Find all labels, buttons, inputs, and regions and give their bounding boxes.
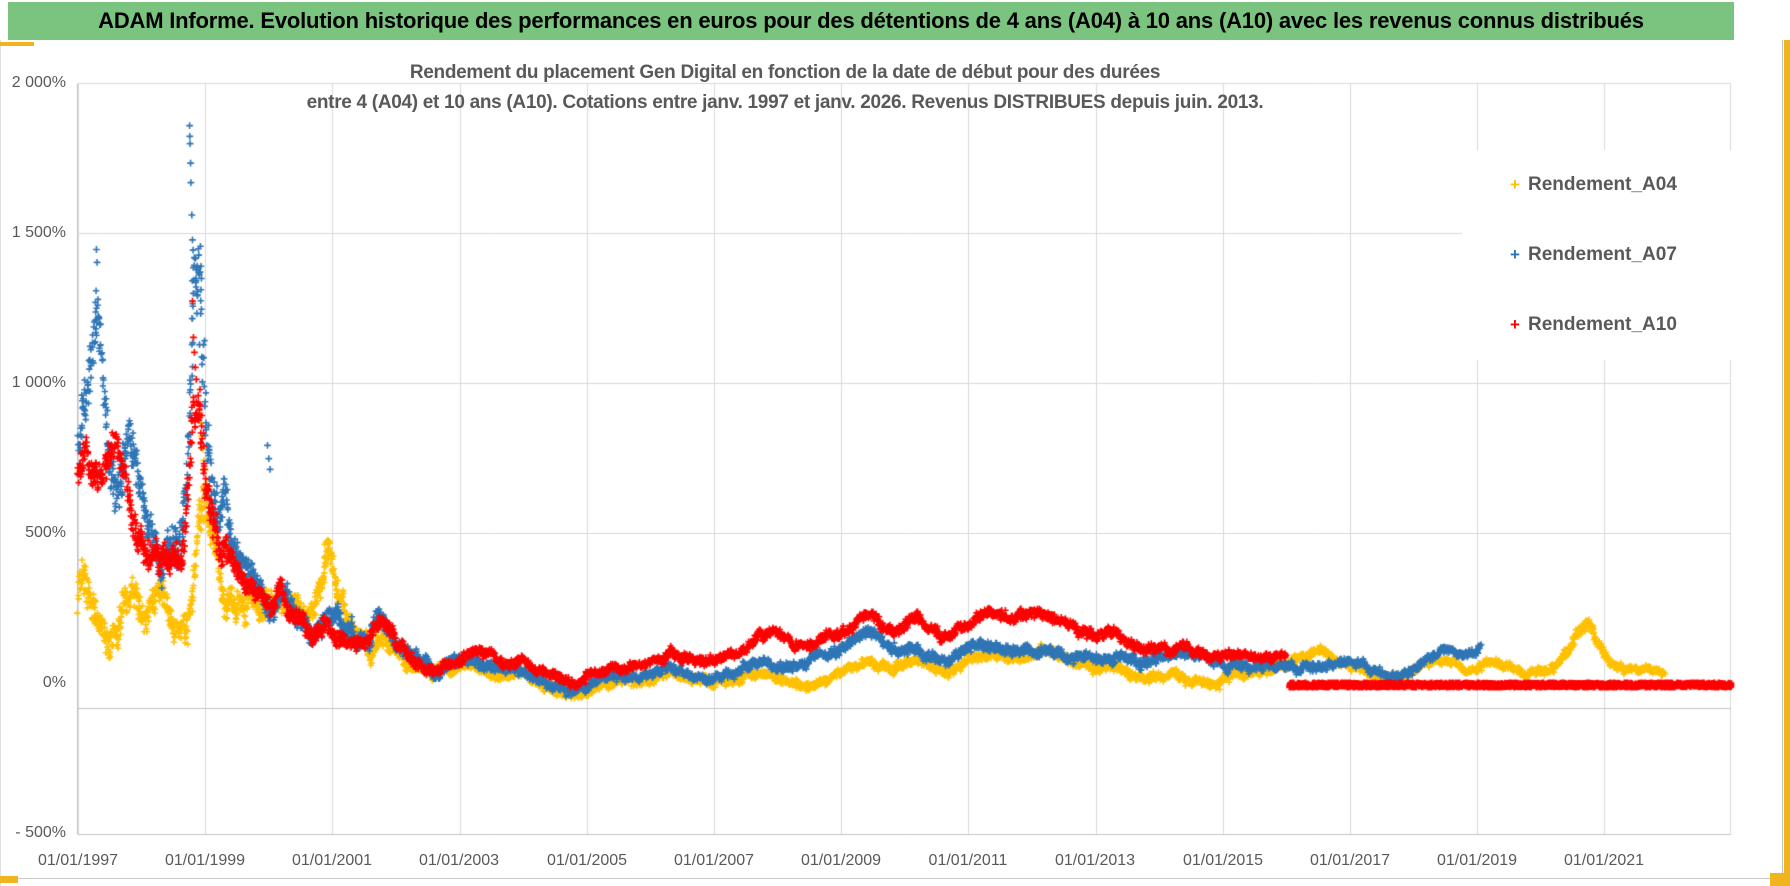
x-axis-tick-label: 01/01/2019: [1436, 852, 1518, 869]
y-axis-tick-label: 2 000%: [11, 74, 66, 91]
legend-item-rendement-a07[interactable]: + Rendement_A07: [1462, 220, 1740, 290]
legend-label: Rendement_A07: [1528, 244, 1677, 265]
x-axis-tick-label: 01/01/2017: [1309, 852, 1391, 869]
y-axis-tick-label: 1 000%: [11, 374, 66, 391]
yellow-border-right[interactable]: [1784, 40, 1790, 886]
x-axis-tick-label: 01/01/2015: [1182, 852, 1264, 869]
x-axis-tick-label: 01/01/2009: [800, 852, 882, 869]
x-axis-tick-label: 01/01/2001: [291, 852, 373, 869]
plus-marker-icon: +: [1510, 245, 1520, 264]
page-right-separator: [1782, 40, 1783, 879]
yellow-corner-left: [0, 876, 18, 883]
y-axis-tick-label: - 500%: [15, 824, 66, 841]
y-axis-tick-label: 500%: [25, 524, 66, 541]
x-axis-tick-label: 01/01/1999: [164, 852, 246, 869]
x-axis-tick-label: 01/01/2005: [546, 852, 628, 869]
legend-item-rendement-a04[interactable]: + Rendement_A04: [1462, 150, 1740, 220]
chart-title-line2: entre 4 (A04) et 10 ans (A10). Cotations…: [306, 92, 1264, 113]
x-axis-tick-label: 01/01/1997: [37, 852, 119, 869]
chart-legend: + Rendement_A04 + Rendement_A07 + Rendem…: [1462, 150, 1740, 360]
yellow-corner-right[interactable]: [1770, 873, 1790, 886]
x-axis-tick-label: 01/01/2021: [1563, 852, 1645, 869]
page-bottom-separator: [0, 878, 1790, 879]
y-axis-tick-label: 1 500%: [11, 224, 66, 241]
x-axis-tick-label: 01/01/2007: [673, 852, 755, 869]
x-axis-tick-label: 01/01/2013: [1054, 852, 1136, 869]
chart-title: Rendement du placement Gen Digital en fo…: [80, 58, 1490, 118]
x-axis-tick-label: 01/01/2003: [418, 852, 500, 869]
plus-marker-icon: +: [1510, 175, 1520, 194]
yellow-tab-top-left: [0, 42, 34, 46]
chart-title-line1: Rendement du placement Gen Digital en fo…: [409, 62, 1161, 83]
legend-label: Rendement_A04: [1528, 174, 1677, 195]
legend-item-rendement-a10[interactable]: + Rendement_A10: [1462, 290, 1740, 360]
plus-marker-icon: +: [1510, 315, 1520, 334]
page-left-border: [0, 40, 1, 886]
x-axis-tick-label: 01/01/2011: [928, 852, 1008, 869]
y-axis-tick-label: 0%: [42, 674, 66, 691]
legend-label: Rendement_A10: [1528, 314, 1677, 335]
